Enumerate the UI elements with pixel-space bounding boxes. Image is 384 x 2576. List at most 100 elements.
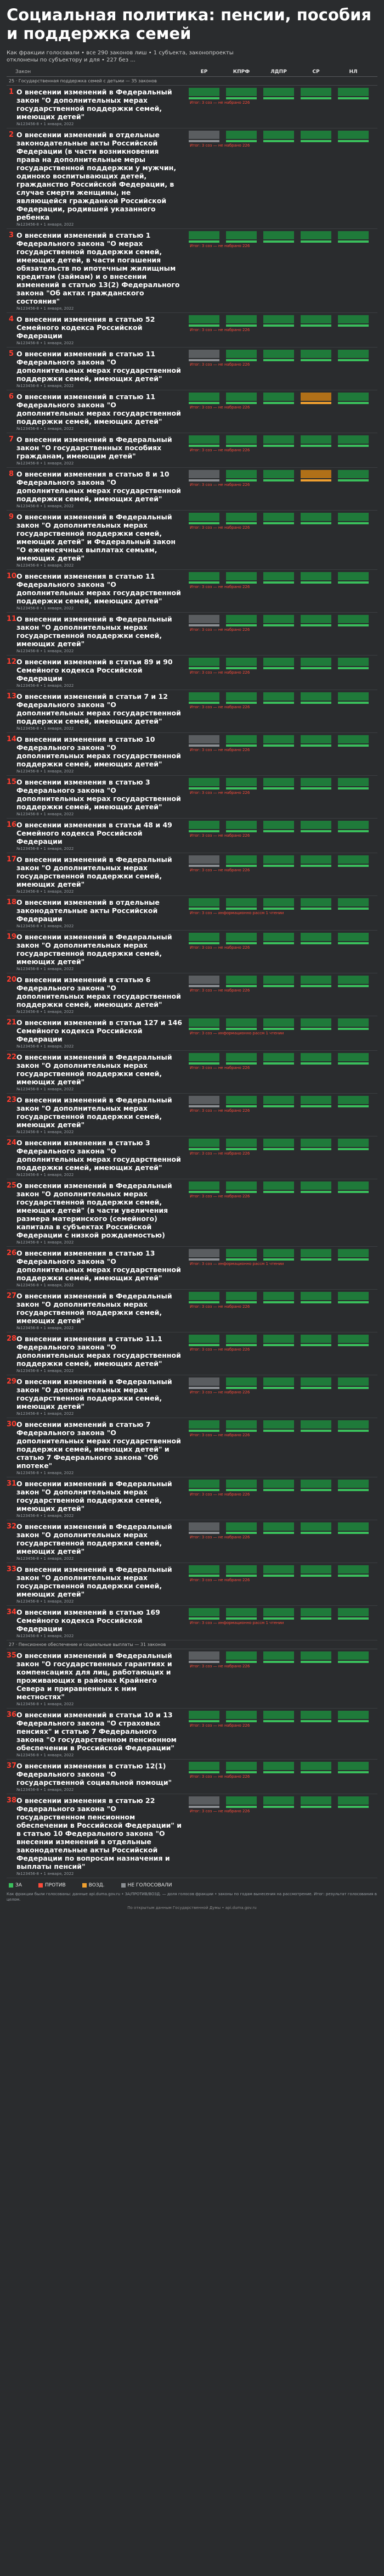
law-title[interactable]: О внесении изменения в статью 52 Семейно… (16, 315, 155, 340)
law-title[interactable]: О внесении изменений в Федеральный закон… (16, 1053, 172, 1086)
law-title[interactable]: О внесении изменений в статьи 89 и 90 Се… (16, 658, 173, 682)
law-title[interactable]: О внесении изменений в Федеральный закон… (16, 615, 172, 648)
law-row[interactable]: 20 О внесении изменений в статью 6 Федера… (7, 973, 377, 1016)
law-title[interactable]: О внесении изменений в статьи 127 и 146 … (16, 1018, 182, 1043)
law-row[interactable]: 13 О внесении изменений в статьи 7 и 12 Ф… (7, 690, 377, 733)
law-number: 30 (7, 1420, 17, 1429)
law-title[interactable]: О внесении изменений в Федеральный закон… (16, 1651, 172, 1701)
law-row[interactable]: 38 О внесении изменения в статью 22 Федер… (7, 1794, 377, 1878)
vote-result: Итог: 3 соз — не набрано 226 (190, 868, 250, 872)
vote-box (301, 1480, 331, 1488)
vote-bar (226, 702, 257, 704)
law-title[interactable]: О внесении изменения в статью 8 и 10 Фед… (16, 470, 181, 503)
law-title[interactable]: О внесении изменений в Федеральный закон… (16, 1292, 172, 1325)
law-title[interactable]: О внесении изменений в статью 6 Федераль… (16, 976, 181, 1009)
vote-bar (338, 240, 369, 243)
law-title[interactable]: О внесении изменений в статью 11 Федерал… (16, 350, 181, 383)
law-title[interactable]: О внесении изменений в Федеральный закон… (16, 1480, 172, 1513)
law-title[interactable]: О внесении изменений в Федеральный закон… (16, 855, 172, 888)
law-title[interactable]: О внесении изменений в Федеральный закон… (16, 1522, 172, 1555)
vote-sr (297, 231, 335, 243)
vote-box (338, 393, 369, 401)
law-row[interactable]: 34 О внесении изменений в статью 169 Семе… (7, 1606, 377, 1640)
law-title[interactable]: О внесении изменений в Федеральный закон… (16, 435, 172, 460)
law-row[interactable]: 12 О внесении изменений в статьи 89 и 90 … (7, 656, 377, 690)
law-row[interactable]: 22 О внесении изменений в Федеральный зак… (7, 1051, 377, 1094)
law-row[interactable]: 35 О внесении изменений в Федеральный зак… (7, 1649, 377, 1709)
law-title[interactable]: О внесении изменений в статью 7 Федераль… (16, 1420, 181, 1470)
law-row[interactable]: 28 О внесении изменения в статью 11.1 Фед… (7, 1332, 377, 1375)
law-row[interactable]: 25 О внесении изменений в Федеральный зак… (7, 1179, 377, 1247)
law-title[interactable]: О внесении изменений в Федеральный закон… (16, 1377, 172, 1410)
law-row[interactable]: 14 О внесении изменения в статью 10 Федер… (7, 733, 377, 776)
law-title[interactable]: О внесении изменения в статью 22 Федерал… (16, 1796, 182, 1871)
law-title[interactable]: О внесении изменений в Федеральный закон… (16, 88, 172, 121)
law-row[interactable]: 15 О внесении изменения в статью 3 Федера… (7, 776, 377, 819)
law-row[interactable]: 36 О внесении изменений в статьи 10 и 13 … (7, 1709, 377, 1760)
law-title[interactable]: О внесении изменения в статью 3 Федераль… (16, 1139, 181, 1172)
law-row[interactable]: 19 О внесении изменений в Федеральный зак… (7, 931, 377, 973)
law-row[interactable]: 32 О внесении изменений в Федеральный зак… (7, 1520, 377, 1563)
law-title[interactable]: О внесении изменения в статью 13 Федерал… (16, 1249, 181, 1282)
law-number: 24 (7, 1139, 17, 1147)
vote-bar (301, 97, 331, 99)
law-row[interactable]: 23 О внесении изменений в Федеральный зак… (7, 1094, 377, 1136)
law-row[interactable]: 29 О внесении изменений в Федеральный зак… (7, 1375, 377, 1418)
law-title[interactable]: О внесении изменений в отдельные законод… (16, 898, 160, 923)
law-title[interactable]: О внесении изменений в статью 169 Семейн… (16, 1608, 160, 1633)
law-title[interactable]: О внесении изменений в Федеральный закон… (16, 1181, 172, 1239)
vote-bar (263, 359, 294, 361)
law-title[interactable]: О внесении изменений в Федеральный закон… (16, 513, 176, 562)
law-row[interactable]: 17 О внесении изменений в Федеральный зак… (7, 853, 377, 896)
law-row[interactable]: 31 О внесении изменений в Федеральный зак… (7, 1477, 377, 1520)
law-row[interactable]: 26 О внесении изменения в статью 13 Федер… (7, 1247, 377, 1290)
law-row[interactable]: 30 О внесении изменений в статью 7 Федера… (7, 1418, 377, 1477)
law-row[interactable]: 24 О внесении изменения в статью 3 Федера… (7, 1136, 377, 1179)
law-title[interactable]: О внесении изменений в статью 1 Федераль… (16, 231, 180, 305)
law-title[interactable]: О внесении изменения в статью 12(1) Феде… (16, 1762, 172, 1787)
vote-result: Итог: 3 соз — не набрано 226 (190, 100, 250, 105)
law-row[interactable]: 18 О внесении изменений в отдельные закон… (7, 896, 377, 931)
law-title[interactable]: О внесении изменения в статью 10 Федерал… (16, 735, 181, 768)
law-row[interactable]: 37 О внесении изменения в статью 12(1) Фе… (7, 1760, 377, 1794)
law-title[interactable]: О внесении изменений в отдельные законод… (16, 131, 177, 221)
law-title[interactable]: О внесении изменений в Федеральный закон… (16, 1096, 172, 1129)
law-row[interactable]: 10 О внесении изменения в статью 11 Федер… (7, 570, 377, 613)
law-title[interactable]: О внесении изменения в статьи 48 и 49 Се… (16, 821, 172, 845)
vote-bar (263, 1105, 294, 1107)
law-title[interactable]: О внесении изменений в статью 11 Федерал… (16, 393, 181, 425)
law-title[interactable]: О внесении изменения в статью 11.1 Федер… (16, 1335, 181, 1368)
law-cell: О внесении изменения в статью 3 Федераль… (15, 1136, 185, 1179)
vote-ldpr (260, 315, 297, 327)
law-title[interactable]: О внесении изменений в Федеральный закон… (16, 1565, 172, 1598)
law-title[interactable]: О внесении изменений в статьи 10 и 13 Фе… (16, 1711, 177, 1752)
vote-box (301, 735, 331, 743)
vote-bar (189, 1489, 219, 1491)
vote-er (185, 1096, 223, 1107)
law-row[interactable]: 16 О внесении изменения в статьи 48 и 49 … (7, 819, 377, 853)
law-title[interactable]: О внесении изменений в Федеральный закон… (16, 933, 172, 966)
law-title[interactable]: О внесении изменения в статью 11 Федерал… (16, 572, 181, 605)
law-cell: О внесении изменения в статью 10 Федерал… (15, 733, 185, 775)
vote-box (301, 1249, 331, 1257)
law-title[interactable]: О внесении изменений в статьи 7 и 12 Фед… (16, 692, 181, 725)
law-number: 5 (8, 350, 14, 358)
vote-bar (338, 1720, 369, 1722)
law-title[interactable]: О внесении изменения в статью 3 Федераль… (16, 778, 181, 811)
law-row[interactable]: 33 О внесении изменений в Федеральный зак… (7, 1563, 377, 1606)
law-row[interactable]: 27 О внесении изменений в Федеральный зак… (7, 1290, 377, 1332)
law-row[interactable]: 21 О внесении изменений в статьи 127 и 14… (7, 1016, 377, 1051)
law-number: 9 (8, 513, 14, 521)
law-meta: №123456-8 • 1 января, 2022 (16, 1634, 74, 1638)
law-row[interactable]: 11 О внесении изменений в Федеральный зак… (7, 613, 377, 656)
votes-cell: Итог: 3 соз — не набрано 226 (185, 1375, 372, 1418)
